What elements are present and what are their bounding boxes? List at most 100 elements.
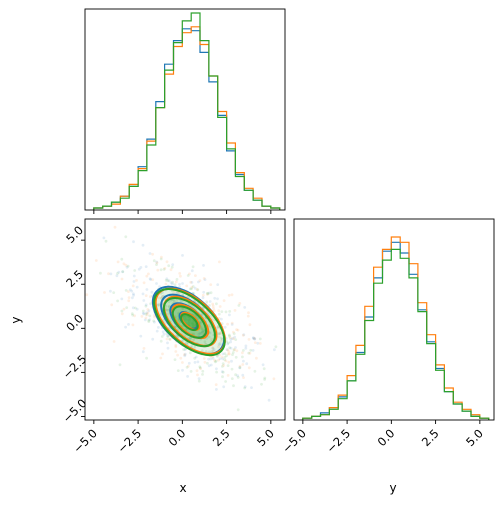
scatter-point — [205, 300, 209, 304]
scatter-point — [209, 291, 213, 295]
scatter-point — [220, 370, 224, 374]
scatter-point — [147, 319, 151, 322]
scatter-point — [226, 342, 230, 346]
scatter-point — [132, 280, 136, 283]
scatter-point — [209, 325, 213, 329]
scatter-point — [218, 342, 222, 345]
scatter-point — [209, 357, 213, 361]
contour-series-3-level-3 — [162, 297, 216, 348]
scatter-point — [141, 350, 145, 354]
scatter-point — [225, 354, 229, 357]
scatter-point — [230, 359, 233, 363]
scatter-point — [212, 306, 215, 310]
scatter-point — [207, 291, 211, 295]
x-hist-series-3 — [93, 12, 281, 210]
scatter-point — [228, 310, 232, 313]
scatter-point — [224, 310, 228, 314]
scatter-point — [153, 320, 156, 324]
scatter-point — [104, 239, 108, 243]
scatter-point — [139, 334, 143, 338]
scatter-point — [207, 350, 211, 354]
scatter-point — [141, 311, 145, 315]
y-hist-series-2 — [302, 236, 490, 420]
scatter-point — [132, 274, 136, 278]
joint-x-ticklabel-1: −2.5 — [115, 426, 145, 456]
scatter-point — [120, 312, 124, 316]
scatter-point — [190, 281, 194, 284]
scatter-point — [192, 338, 195, 341]
scatter-point — [181, 368, 184, 372]
scatter-point — [127, 299, 131, 303]
y-axis-label-bottom-right: y — [389, 481, 396, 495]
scatter-point — [152, 259, 156, 263]
scatter-point — [211, 304, 215, 308]
scatter-point — [221, 352, 225, 356]
scatter-point — [183, 353, 186, 356]
scatter-point — [121, 270, 124, 274]
scatter-point — [158, 285, 162, 288]
scatter-point — [207, 357, 211, 361]
scatter-point — [200, 327, 204, 331]
y-hist-series-3 — [302, 248, 490, 420]
scatter-point — [143, 318, 147, 322]
scatter-point — [256, 341, 260, 345]
scatter-point — [142, 299, 146, 302]
scatter-point — [217, 343, 221, 347]
scatter-point — [211, 346, 215, 350]
scatter-point — [190, 285, 194, 289]
scatter-point — [110, 303, 114, 307]
y-hist-series-1 — [302, 241, 490, 420]
scatter-point — [228, 346, 232, 350]
scatter-point — [230, 323, 234, 326]
scatter-point — [175, 278, 179, 281]
scatter-point — [272, 377, 276, 381]
scatter-point — [197, 280, 200, 284]
scatter-point — [200, 327, 204, 331]
scatter-point — [234, 355, 238, 359]
scatter-point — [176, 318, 180, 322]
scatter-point — [193, 286, 197, 290]
joint-y-ticklabel-3: 2.5 — [63, 267, 86, 290]
scatter-point — [221, 362, 225, 365]
scatter-point — [142, 312, 146, 316]
scatter-point — [203, 340, 207, 344]
scatter-point — [237, 304, 241, 307]
scatter-point — [243, 306, 247, 309]
scatter-point — [215, 367, 218, 371]
scatter-point — [164, 278, 168, 282]
scatter-point — [214, 383, 218, 386]
scatter-point — [99, 271, 102, 275]
scatter-point — [176, 353, 180, 357]
scatter-point — [210, 337, 214, 341]
scatter-point — [157, 303, 161, 307]
joint-x-ticklabel-4: 5.0 — [254, 426, 277, 449]
y-hist-frame — [293, 218, 495, 421]
scatter-point — [181, 361, 184, 364]
scatter-point — [181, 307, 184, 310]
scatter-point — [183, 348, 187, 351]
scatter-point — [241, 333, 245, 337]
scatter-point — [248, 323, 252, 327]
scatter-point — [226, 348, 230, 352]
scatter-point — [157, 326, 160, 329]
scatter-point — [144, 265, 148, 268]
joint-frame — [84, 218, 286, 421]
scatter-point — [196, 288, 200, 292]
scatter-point — [201, 373, 204, 376]
scatter-point — [221, 357, 225, 361]
scatter-point — [217, 335, 221, 339]
scatter-point — [147, 320, 151, 323]
scatter-point — [253, 337, 256, 341]
scatter-point — [188, 336, 192, 340]
scatter-point — [147, 309, 151, 313]
x-hist-series-2 — [93, 26, 281, 210]
scatter-point — [155, 263, 158, 266]
scatter-point — [223, 355, 227, 359]
scatter-point — [210, 350, 214, 353]
scatter-point — [183, 352, 187, 356]
scatter-point — [222, 299, 226, 302]
scatter-point — [117, 270, 121, 274]
scatter-point — [227, 341, 230, 345]
scatter-point — [148, 314, 152, 318]
scatter-point — [238, 364, 242, 368]
